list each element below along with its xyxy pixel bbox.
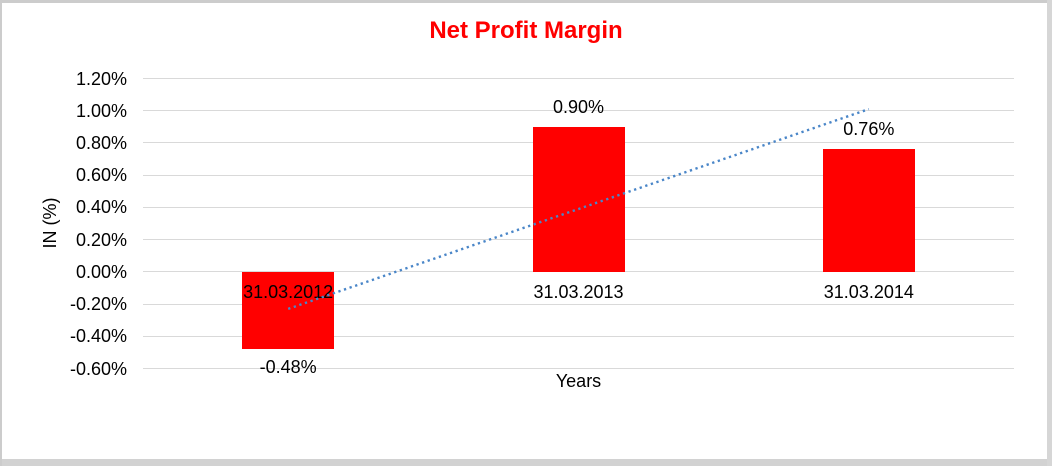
gridline (143, 335, 1014, 337)
bar-31.03.2013 (532, 126, 625, 272)
y-axis-tick-label: 0.80% (75, 132, 127, 153)
y-axis-title: IN (%) (40, 197, 60, 249)
y-axis-tick-label: 0.20% (75, 229, 127, 250)
frame-border-bottom (0, 459, 1052, 466)
y-axis-tick-label: 1.20% (75, 68, 127, 89)
frame-border-left (0, 0, 2, 466)
x-axis-category-label: 31.03.2012 (243, 281, 334, 302)
y-axis-tick-label: 1.00% (75, 100, 127, 121)
frame-border-right (1047, 0, 1052, 466)
y-axis-tick-label: -0.40% (69, 326, 127, 347)
y-axis-tick-label: -0.20% (69, 294, 127, 315)
y-axis-tick-label: 0.60% (75, 165, 127, 186)
frame-border-top (0, 0, 1052, 3)
x-axis-title: Years (555, 371, 602, 391)
bar-31.03.2014 (822, 149, 915, 272)
data-label: -0.48% (259, 357, 317, 378)
y-axis-tick-label: 0.00% (75, 261, 127, 282)
x-axis-category-label: 31.03.2014 (823, 281, 914, 302)
y-axis-tick-label: 0.40% (75, 197, 127, 218)
x-axis-category-label: 31.03.2013 (533, 281, 624, 302)
chart-title: Net Profit Margin (429, 17, 623, 44)
gridline (143, 78, 1014, 79)
data-label: 0.90% (552, 96, 605, 117)
gridline (143, 368, 1014, 369)
y-axis-tick-label: -0.60% (69, 358, 127, 379)
data-label: 0.76% (843, 119, 895, 140)
